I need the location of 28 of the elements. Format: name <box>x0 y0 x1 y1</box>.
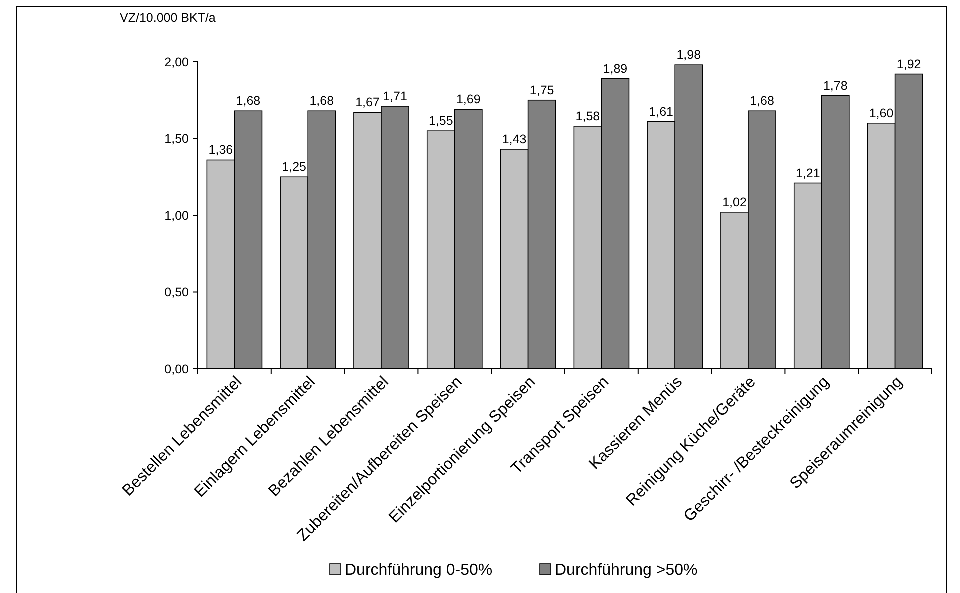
data-label: 1,68 <box>310 94 334 108</box>
data-label: 1,92 <box>896 57 922 72</box>
data-label: 1,98 <box>676 48 702 62</box>
legend-label: Durchführung 0-50% <box>345 562 493 579</box>
data-label: 1,67 <box>356 96 380 110</box>
data-label: 1,68 <box>750 94 774 108</box>
data-label: 1,60 <box>869 106 894 120</box>
y-tick-label: 1,50 <box>164 132 190 146</box>
data-label: 1,58 <box>576 109 600 124</box>
data-label: 1,36 <box>208 143 234 158</box>
data-label: 1,68 <box>236 94 261 108</box>
data-label: 1,75 <box>530 83 554 98</box>
data-label: 1,89 <box>603 62 628 76</box>
data-label: 1,25 <box>282 160 307 174</box>
data-label: 1,69 <box>456 92 481 107</box>
data-label: 1,78 <box>823 78 848 93</box>
data-label: 1,55 <box>428 114 454 128</box>
data-label: 1,21 <box>796 166 820 180</box>
y-tick-label: 2,00 <box>164 55 190 70</box>
data-label: 1,02 <box>722 195 747 210</box>
y-tick-label: 0,00 <box>164 362 190 376</box>
legend-label: Durchführung >50% <box>555 562 698 579</box>
data-label: 1,61 <box>649 104 674 119</box>
y-axis-title: VZ/10.000 BKT/a <box>120 11 216 25</box>
y-tick-label: 0,50 <box>164 286 190 300</box>
data-label: 1,71 <box>383 90 408 104</box>
data-label: 1,43 <box>502 132 527 146</box>
y-tick-label: 1,00 <box>164 208 190 223</box>
